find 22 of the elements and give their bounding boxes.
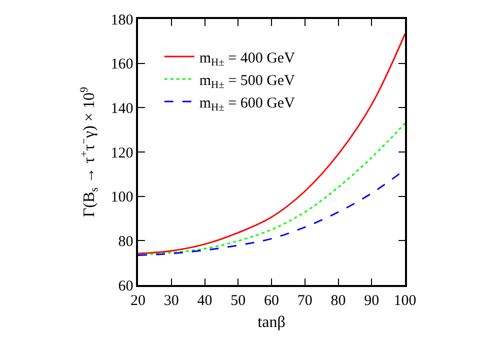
y-tick-label: 120: [110, 145, 134, 162]
y-tick-label: 60: [118, 278, 134, 294]
x-tick-label: 50: [230, 292, 246, 309]
x-tick-label: 90: [364, 292, 380, 309]
x-tick-label: 40: [197, 292, 212, 309]
x-tick-label: 70: [297, 292, 312, 309]
legend-label: m$_{H±}$ = 600 GeV: [199, 95, 296, 114]
y-tick-label: 100: [110, 190, 134, 206]
legend-label: m$_{H±}$ = 500 GeV: [199, 72, 296, 92]
x-tick-label: 60: [264, 292, 279, 309]
legend-label: m$_{H±}$ = 400 GeV: [199, 50, 296, 69]
y-tick-label: 160: [110, 56, 134, 73]
line-series: [138, 122, 405, 256]
x-tick-label: 80: [330, 292, 346, 309]
y-tick-label: 140: [110, 100, 134, 117]
x-axis-title: tanβ: [258, 314, 286, 331]
x-tick-label: 30: [164, 292, 179, 309]
y-tick-label: 80: [118, 234, 134, 250]
line-series: [138, 33, 405, 254]
x-tick-label: 20: [130, 292, 146, 309]
y-tick-label: 180: [110, 12, 134, 28]
x-tick-label: 100: [394, 292, 416, 309]
